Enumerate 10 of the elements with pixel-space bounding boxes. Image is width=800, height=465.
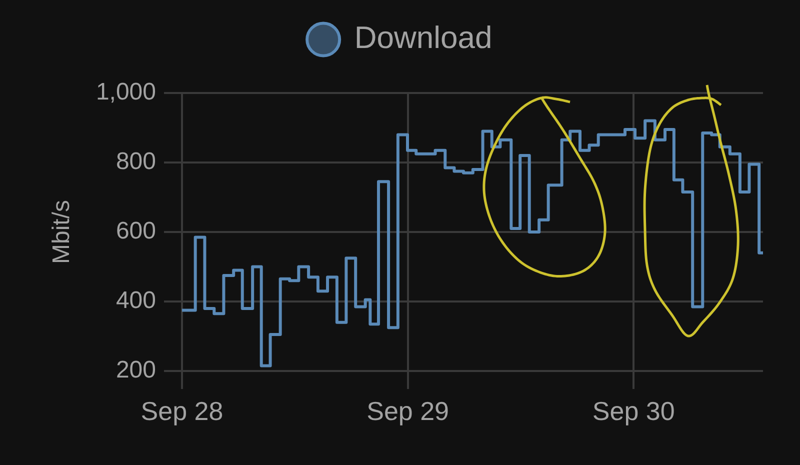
y-tick-label: 200 <box>116 356 156 384</box>
y-axis-title: Mbit/s <box>48 200 76 264</box>
y-tick-label: 400 <box>116 287 156 314</box>
y-tick-label: 800 <box>116 148 156 176</box>
y-tick-label: 1,000 <box>96 78 156 106</box>
y-tick-label: 600 <box>116 218 156 245</box>
x-tick-label: Sep 28 <box>140 396 224 426</box>
x-tick-label: Sep 29 <box>366 396 450 426</box>
x-tick-label: Sep 30 <box>592 396 675 426</box>
legend-label: Download <box>354 20 492 56</box>
